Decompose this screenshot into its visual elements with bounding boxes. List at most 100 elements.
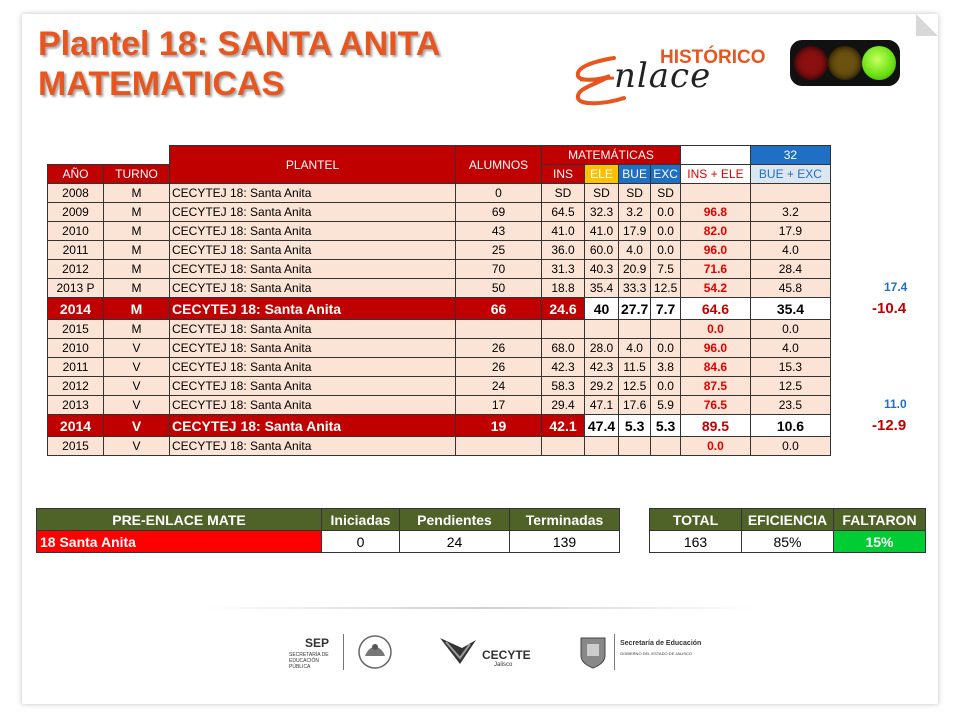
preenlace-plantel: 18 Santa Anita: [36, 530, 322, 553]
cell-alumnos: [455, 436, 542, 456]
cell-exc: SD: [650, 183, 681, 203]
header-bue-exc: BUE + EXC: [749, 164, 831, 184]
cell-ins: 68.0: [541, 338, 585, 358]
cell-ins: 64.5: [541, 202, 585, 222]
traffic-light-green: [862, 46, 896, 80]
cell-turno: V: [103, 338, 170, 358]
cell-anio: 2013 P: [47, 278, 104, 298]
table-row: 2012 M CECYTEJ 18: Santa Anita 70 31.3 40.3 20…: [47, 259, 831, 279]
cell-turno: M: [103, 240, 170, 260]
preenlace-iniciadas: 0: [321, 530, 400, 553]
cell-ele: 60.0: [584, 240, 619, 260]
title-line-2: MATEMATICAS: [38, 65, 285, 103]
cell-alumnos: 25: [455, 240, 542, 260]
cell-ins-ele: 96.0: [679, 240, 751, 260]
table-row: 2009 M CECYTEJ 18: Santa Anita 69 64.5 32.3 3.…: [47, 202, 831, 222]
traffic-light-yellow: [828, 46, 862, 80]
cell-bue-exc: 0.0: [749, 436, 831, 456]
sej-logo-subtext: GOBIERNO DEL ESTADO DE JALISCO: [620, 651, 693, 656]
preenlace-header-title: PRE-ENLACE MATE: [36, 508, 322, 531]
cell-anio: 2010: [47, 338, 104, 358]
historico-label: HISTÓRICO: [660, 47, 766, 68]
cell-plantel: CECYTEJ 18: Santa Anita: [169, 414, 456, 437]
enlace-logo: nlace: [570, 50, 720, 110]
cell-bue-exc: 23.5: [749, 395, 831, 415]
cell-ins-ele: 89.5: [679, 414, 751, 437]
cell-turno: M: [103, 297, 170, 320]
cell-bue: [617, 436, 652, 456]
cell-bue-exc: 10.6: [749, 414, 831, 437]
cell-alumnos: 19: [455, 414, 542, 437]
table-row: 2008 M CECYTEJ 18: Santa Anita 0 SD SD SD SD: [47, 183, 831, 203]
cell-exc: 0.0: [650, 376, 681, 396]
cell-plantel: CECYTEJ 18: Santa Anita: [169, 297, 456, 320]
mexico-seal-icon: [358, 635, 392, 669]
cell-bue: [617, 319, 652, 339]
cell-ins: 41.0: [541, 221, 585, 241]
cell-alumnos: 43: [455, 221, 542, 241]
cell-turno: V: [103, 436, 170, 456]
delta-value: 17.4: [884, 280, 908, 294]
preenlace-header-faltaron: FALTARON: [833, 508, 926, 531]
cell-plantel: CECYTEJ 18: Santa Anita: [169, 202, 456, 222]
table-row: 2013 P M CECYTEJ 18: Santa Anita 50 18.8 35.4…: [47, 278, 831, 298]
cell-bue-exc: 15.3: [749, 357, 831, 377]
cell-alumnos: 26: [455, 338, 542, 358]
cell-turno: V: [103, 395, 170, 415]
cell-alumnos: 70: [455, 259, 542, 279]
cell-ins-ele: 96.0: [679, 338, 751, 358]
cell-ins-ele: 71.6: [679, 259, 751, 279]
cell-bue: 11.5: [617, 357, 652, 377]
cell-exc: 0.0: [650, 221, 681, 241]
sej-logo-text: Secretaría de Educación: [620, 640, 702, 647]
cell-ins-ele: 84.6: [679, 357, 751, 377]
header-alumnos: ALUMNOS: [455, 145, 542, 184]
cell-ele: 47.1: [584, 395, 619, 415]
cell-turno: V: [103, 357, 170, 377]
cell-exc: 7.5: [650, 259, 681, 279]
cell-ins-ele: 0.0: [679, 436, 751, 456]
cell-anio: 2014: [47, 297, 104, 320]
cell-bue: 4.0: [617, 338, 652, 358]
cell-ele: 40.3: [584, 259, 619, 279]
cell-bue-exc: 0.0: [749, 319, 831, 339]
preenlace-total: 163: [649, 530, 742, 553]
cell-ins: 18.8: [541, 278, 585, 298]
footer-divider: [200, 607, 760, 609]
cell-turno: M: [103, 183, 170, 203]
traffic-light-red: [794, 46, 828, 80]
cell-anio: 2008: [47, 183, 104, 203]
cecyte-logo-subtext: Jalisco: [494, 662, 513, 668]
header-ins: INS: [541, 164, 585, 184]
cell-ele: SD: [584, 183, 619, 203]
cell-ins: 36.0: [541, 240, 585, 260]
cell-ele: 28.0: [584, 338, 619, 358]
cell-exc: 7.7: [650, 297, 681, 320]
cell-bue-exc: 35.4: [749, 297, 831, 320]
cell-bue: 4.0: [617, 240, 652, 260]
cell-alumnos: 24: [455, 376, 542, 396]
cell-ins-ele: 82.0: [679, 221, 751, 241]
cell-anio: 2010: [47, 221, 104, 241]
enlace-e-icon: [575, 56, 626, 106]
cell-bue-exc: 4.0: [749, 240, 831, 260]
cell-anio: 2015: [47, 319, 104, 339]
cell-bue: SD: [617, 183, 652, 203]
sej-logo-divider: [614, 634, 615, 670]
cell-ele: 41.0: [584, 221, 619, 241]
cell-alumnos: 0: [455, 183, 542, 203]
cell-exc: 5.9: [650, 395, 681, 415]
cell-alumnos: 26: [455, 357, 542, 377]
cell-bue: 17.6: [617, 395, 652, 415]
slide-title: Plantel 18: SANTA ANITA MATEMATICAS: [38, 24, 440, 104]
cell-bue-exc: 28.4: [749, 259, 831, 279]
cell-bue: 33.3: [617, 278, 652, 298]
title-line-1: Plantel 18: SANTA ANITA: [38, 25, 441, 63]
cell-alumnos: 69: [455, 202, 542, 222]
cell-bue-exc: 4.0: [749, 338, 831, 358]
preenlace-table: PRE-ENLACE MATE Iniciadas Pendientes Ter…: [36, 508, 926, 553]
cell-plantel: CECYTEJ 18: Santa Anita: [169, 259, 456, 279]
cell-ins-ele: 54.2: [679, 278, 751, 298]
cell-ins-ele: 87.5: [679, 376, 751, 396]
